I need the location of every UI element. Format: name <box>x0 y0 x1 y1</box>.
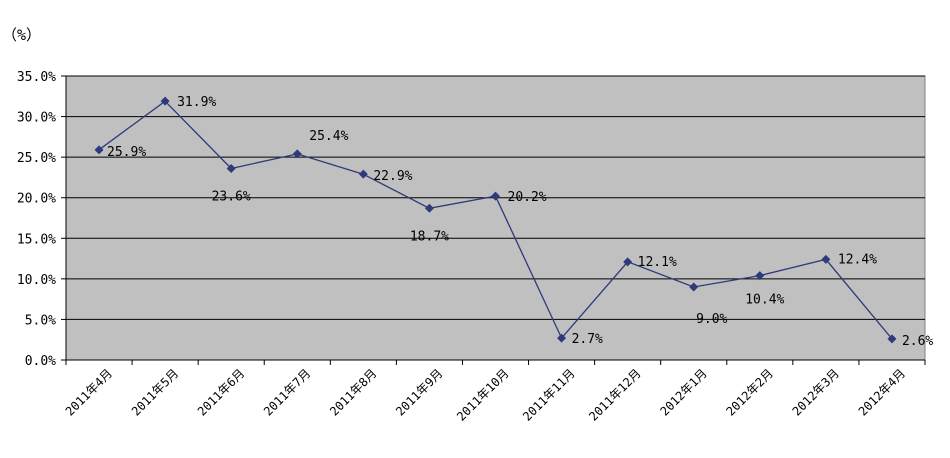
data-point <box>94 145 104 155</box>
plot-area <box>65 75 926 361</box>
y-tick-label: 5.0% <box>25 313 56 328</box>
y-tick-label: 0.0% <box>25 354 56 369</box>
data-point <box>623 257 633 267</box>
data-label: 23.6% <box>212 190 251 205</box>
data-point <box>689 282 699 292</box>
x-tick-label: 2011年6月 <box>195 366 247 418</box>
x-tick-label: 2011年12月 <box>586 366 644 424</box>
data-label: 20.2% <box>508 190 547 205</box>
data-label: 2.6% <box>902 334 933 349</box>
data-label: 2.7% <box>572 332 603 347</box>
data-point <box>821 254 831 264</box>
data-point <box>491 191 500 201</box>
data-point <box>557 333 567 343</box>
data-label: 31.9% <box>177 95 216 110</box>
data-label: 12.1% <box>638 255 677 270</box>
data-label: 9.0% <box>696 312 727 327</box>
data-label: 25.9% <box>107 145 146 160</box>
data-label: 12.4% <box>838 252 877 267</box>
y-axis-ticks: 0.0% 5.0% 10.0% 15.0% 20.0% 25.0% 30.0% 35.0% <box>17 70 66 369</box>
gridlines <box>65 75 925 361</box>
data-label: 10.4% <box>745 293 784 308</box>
x-tick-label: 2011年8月 <box>327 366 379 418</box>
y-tick-label: 35.0% <box>17 70 56 85</box>
data-label: 18.7% <box>410 229 449 244</box>
y-tick-label: 30.0% <box>17 111 56 126</box>
data-markers <box>94 96 897 344</box>
x-tick-label: 2012年4月 <box>856 366 908 418</box>
data-point <box>358 169 368 179</box>
data-label: 25.4% <box>309 129 348 144</box>
x-tick-label: 2012年1月 <box>657 366 709 418</box>
x-tick-label: 2011年9月 <box>393 366 445 418</box>
x-tick-label: 2011年10月 <box>454 366 512 424</box>
y-tick-label: 20.0% <box>17 192 56 207</box>
x-tick-label: 2011年4月 <box>63 366 115 418</box>
y-unit-label: （%） <box>2 26 41 44</box>
x-tick-label: 2012年3月 <box>790 366 842 418</box>
y-tick-label: 15.0% <box>17 232 56 247</box>
data-point <box>424 203 434 213</box>
data-point <box>887 334 897 344</box>
x-tick-label: 2011年11月 <box>520 366 578 424</box>
data-point <box>160 96 170 106</box>
data-point <box>755 271 765 281</box>
x-tick-label: 2011年5月 <box>129 366 181 418</box>
data-label: 22.9% <box>373 169 412 184</box>
y-tick-label: 25.0% <box>17 151 56 166</box>
y-tick-label: 10.0% <box>17 273 56 288</box>
data-point <box>226 164 236 174</box>
data-labels: 25.9% 31.9% 23.6% 25.4% 22.9% 18.7% 20.2% 2.7% 1… <box>107 95 933 349</box>
x-tick-label: 2012年2月 <box>724 366 776 418</box>
data-point <box>292 149 302 159</box>
x-tick-label: 2011年7月 <box>261 366 313 418</box>
x-axis-ticks: 2011年4月 2011年5月 2011年6月 2011年7月 2011年8月 2011年… <box>63 360 926 424</box>
